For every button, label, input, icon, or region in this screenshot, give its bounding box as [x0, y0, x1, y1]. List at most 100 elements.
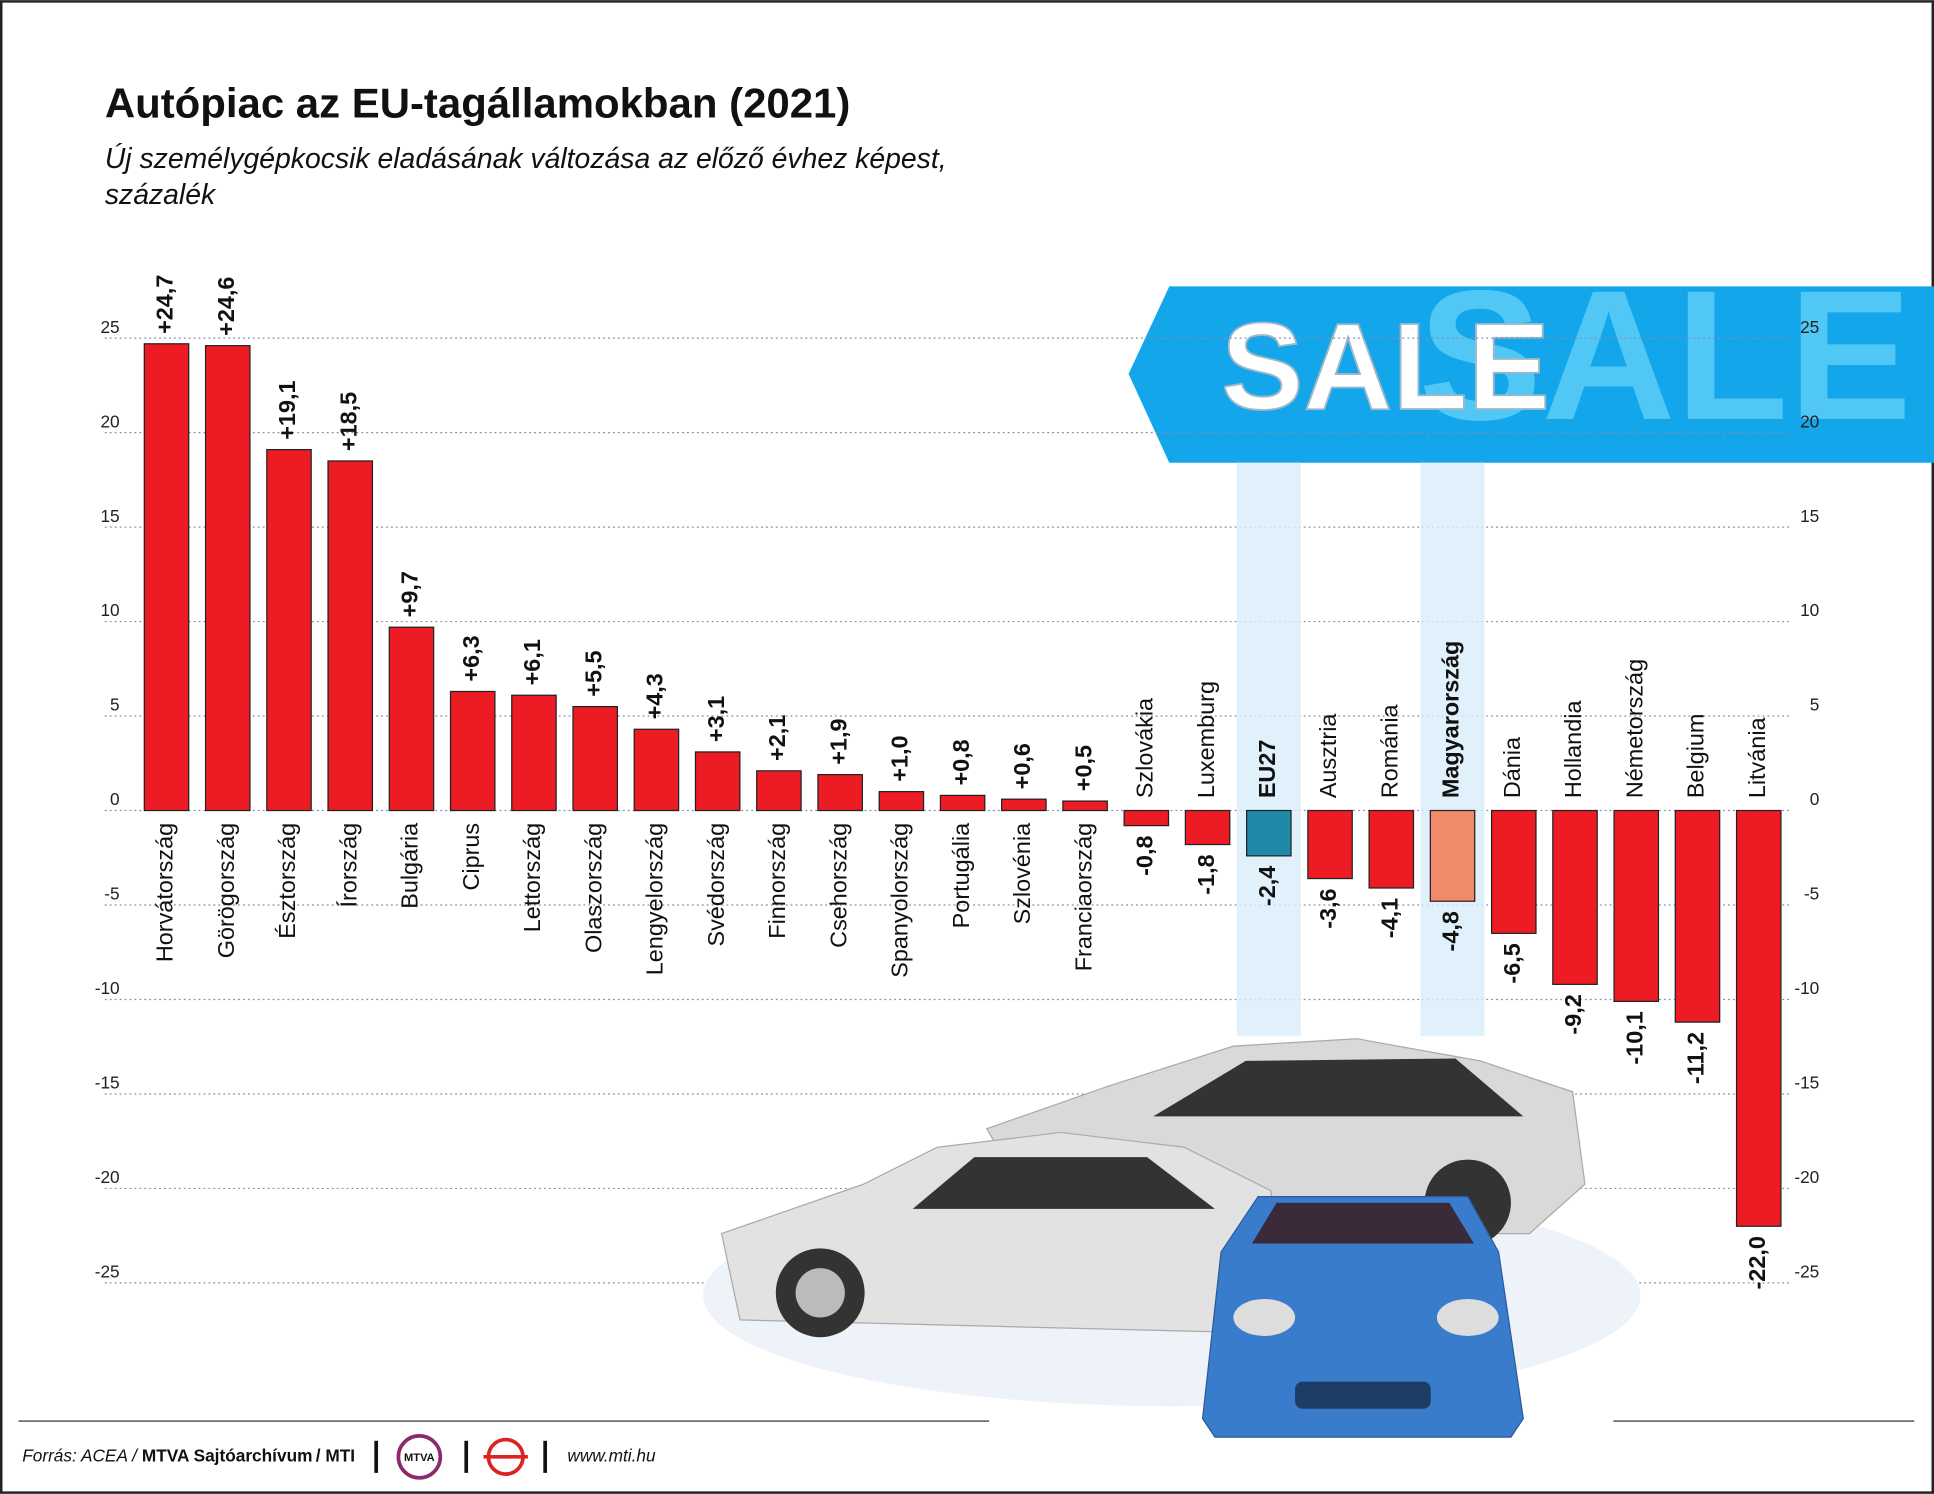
- value-label: +0,6: [1009, 743, 1035, 789]
- bar: [327, 460, 374, 812]
- value-label: +1,0: [887, 736, 913, 782]
- value-label: -1,8: [1193, 854, 1219, 894]
- bar: [449, 690, 496, 812]
- bar: [1429, 809, 1476, 902]
- logo-circle: [396, 1434, 443, 1480]
- y-tick-label: 15: [100, 506, 119, 526]
- footer-archive: MTVA Sajtóarchívum: [142, 1445, 313, 1465]
- grille: [1295, 1381, 1431, 1409]
- y-tick-label: 20: [100, 411, 119, 431]
- y-tick-label-right: 0: [1810, 789, 1820, 809]
- x-tick-label: Franciaország: [1070, 823, 1096, 971]
- y-tick-label-right: -10: [1794, 978, 1819, 998]
- value-label: +6,1: [519, 639, 545, 685]
- footer-logo: MTVA: [404, 1452, 435, 1464]
- bar: [1552, 809, 1598, 985]
- y-tick-label: 0: [110, 789, 120, 809]
- x-tick-label: Spanyolország: [887, 823, 913, 978]
- bar: [1490, 809, 1537, 934]
- car-window: [1153, 1058, 1524, 1117]
- y-tick-label-right: -25: [1794, 1262, 1819, 1282]
- value-label: +1,9: [825, 719, 851, 765]
- x-tick-label: Írország: [335, 823, 361, 908]
- x-tick-label: Ausztria: [1315, 713, 1341, 799]
- bar: [1307, 809, 1353, 880]
- sale-banner: [1128, 286, 1934, 463]
- x-tick-label: Lettország: [519, 823, 545, 932]
- bar: [1735, 809, 1782, 1227]
- y-tick-label-right: -5: [1804, 884, 1819, 904]
- x-tick-label: Görögország: [213, 823, 239, 958]
- background-layer: SALE SALE: [104, 253, 1934, 1284]
- x-tick-label: Litvánia: [1744, 716, 1770, 798]
- value-label: +2,1: [764, 715, 790, 761]
- headlight: [1233, 1298, 1296, 1336]
- value-label: +19,1: [274, 380, 300, 439]
- x-tick-label: Svédország: [703, 823, 729, 947]
- plot: -25 -25 -20 -20 -15 -15 -10 -10 -5 -5 0 0 5 5 10 10 15 15…: [95, 275, 1820, 1290]
- value-label: +0,5: [1070, 745, 1096, 791]
- y-tick-label-right: 10: [1800, 600, 1819, 620]
- value-label: +9,7: [397, 571, 423, 617]
- bar: [266, 448, 312, 812]
- y-tick-label: -20: [95, 1167, 120, 1187]
- bar: [817, 774, 863, 812]
- x-tick-label: Németország: [1621, 659, 1647, 798]
- bar: [939, 794, 986, 812]
- bar: [511, 694, 557, 812]
- bar: [1245, 809, 1292, 857]
- y-tick-label: 10: [100, 600, 119, 620]
- value-label: +6,3: [458, 635, 484, 681]
- x-tick-label: Ciprus: [458, 823, 484, 891]
- x-tick-label: Belgium: [1683, 714, 1709, 799]
- y-tick-label-right: 15: [1800, 506, 1819, 526]
- value-label: -6,5: [1499, 943, 1525, 983]
- bar: [1123, 809, 1170, 827]
- y-tick-label: 5: [110, 695, 120, 715]
- y-tick-label: 25: [100, 317, 119, 337]
- footer-agency: / MTI: [316, 1445, 355, 1465]
- y-tick-label: -10: [95, 978, 120, 998]
- bar: [1613, 809, 1660, 1002]
- headlight: [1436, 1298, 1499, 1336]
- bar: [756, 770, 802, 812]
- x-tick-label: Dánia: [1499, 736, 1525, 798]
- value-label: +3,1: [703, 696, 729, 742]
- banner-text-shadow: SALE: [1418, 253, 1911, 459]
- chart-subtitle: százalék: [105, 179, 217, 211]
- y-tick-label: -25: [95, 1262, 120, 1282]
- x-tick-label: Észtország: [274, 823, 300, 939]
- chart-title: Autópiac az EU-tagállamokban (2021): [105, 79, 850, 126]
- bar: [143, 343, 190, 812]
- value-label: +0,8: [948, 739, 974, 785]
- y-tick-label-right: -20: [1794, 1167, 1819, 1187]
- value-label: -22,0: [1744, 1236, 1770, 1289]
- bar: [694, 751, 741, 812]
- x-tick-label: Szlovákia: [1132, 697, 1158, 798]
- y-tick-label-right: -15: [1794, 1073, 1819, 1093]
- value-label: -10,1: [1621, 1011, 1647, 1064]
- y-tick-label-right: 20: [1800, 411, 1819, 431]
- bar: [633, 728, 680, 812]
- value-label: -3,6: [1315, 888, 1341, 928]
- car-windshield: [1251, 1202, 1474, 1244]
- value-label: -0,8: [1132, 836, 1158, 876]
- x-tick-label: Olaszország: [580, 823, 606, 953]
- value-label: +4,3: [642, 673, 668, 719]
- y-tick-label: -5: [104, 884, 119, 904]
- banner-text: SALE: [1221, 298, 1550, 436]
- value-label: +24,6: [213, 277, 239, 336]
- car-front: [1201, 1195, 1524, 1438]
- footer-source: Forrás: ACEA /: [22, 1445, 139, 1465]
- x-tick-label: Finnország: [764, 823, 790, 939]
- x-tick-label: Luxemburg: [1193, 681, 1219, 798]
- bar: [1368, 809, 1415, 889]
- value-label: +5,5: [580, 650, 606, 696]
- y-tick-label-right: 5: [1810, 695, 1820, 715]
- value-label: -9,2: [1560, 994, 1586, 1034]
- x-tick-label: Bulgária: [397, 822, 423, 909]
- value-label: +24,7: [152, 275, 178, 334]
- value-label: -11,2: [1683, 1032, 1709, 1084]
- x-tick-label: Horvátország: [152, 823, 178, 962]
